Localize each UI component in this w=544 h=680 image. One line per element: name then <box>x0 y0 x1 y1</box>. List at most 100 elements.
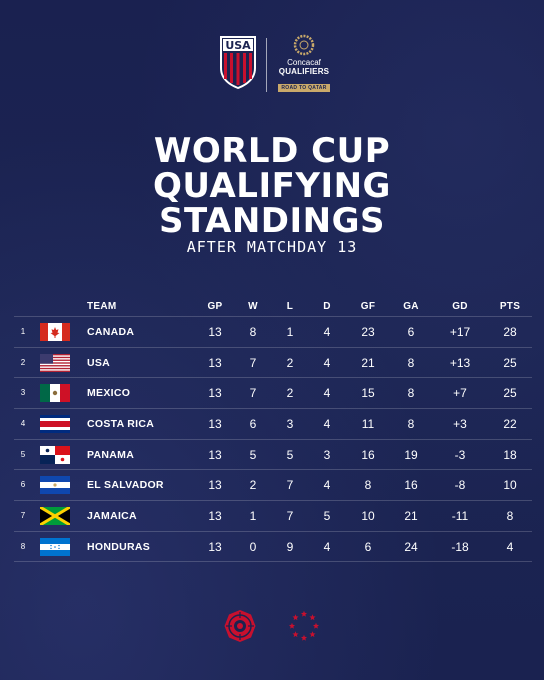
table-body: 1 CANADA 13 8 1 4 23 6 +17 28 2 USA 13 7 2 4 21 8 +13 25 3 ME… <box>14 316 532 562</box>
title-line-1: WORLD CUP <box>153 131 391 171</box>
wins-cell: 2 <box>249 478 257 493</box>
goals-for-cell: 11 <box>361 417 375 432</box>
wins-cell: 1 <box>249 509 257 524</box>
svg-text:USA: USA <box>225 39 251 52</box>
gp-cell: 13 <box>208 325 222 339</box>
column-header-gp: GP <box>207 301 223 312</box>
title-line-2: QUALIFYING <box>153 166 391 206</box>
goal-difference-cell: -18 <box>451 539 469 554</box>
goals-against-cell: 19 <box>404 447 418 462</box>
page-title: WORLD CUP QUALIFYING STANDINGS <box>0 134 544 239</box>
draws-cell: 4 <box>323 325 331 339</box>
wins-cell: 5 <box>249 447 257 462</box>
table-row: 3 MEXICO 13 7 2 4 15 8 +7 25 <box>14 377 532 408</box>
wins-cell: 0 <box>249 539 257 554</box>
goals-against-cell: 8 <box>407 417 415 432</box>
gp-cell: 13 <box>208 509 222 524</box>
wins-cell: 7 <box>249 355 257 370</box>
star-icon <box>300 634 308 641</box>
points-cell: 18 <box>503 447 517 462</box>
rank-cell: 4 <box>20 419 26 429</box>
losses-cell: 1 <box>286 325 294 339</box>
gp-cell: 13 <box>208 447 222 462</box>
ussf-badge-icon <box>224 610 256 642</box>
rank-cell: 8 <box>20 541 26 551</box>
gp-cell: 13 <box>208 478 222 493</box>
losses-cell: 7 <box>286 478 294 493</box>
logo-divider <box>266 38 267 92</box>
goals-for-cell: 8 <box>364 478 372 493</box>
footer-logos <box>0 608 544 648</box>
goals-for-cell: 16 <box>361 447 375 462</box>
goals-for-cell: 21 <box>361 355 375 370</box>
team-name-cell: COSTA RICA <box>87 418 155 431</box>
rank-cell: 6 <box>20 480 26 490</box>
table-row: 2 USA 13 7 2 4 21 8 +13 25 <box>14 346 532 378</box>
team-name-cell: MEXICO <box>87 387 131 400</box>
column-header-w: W <box>248 301 258 312</box>
star-icon <box>300 610 308 617</box>
qualifiers-label: QUALIFIERS <box>278 67 330 76</box>
table-row: 4 COSTA RICA 13 6 3 4 11 8 +3 22 <box>14 408 532 439</box>
column-header-gf: GF <box>360 301 376 312</box>
losses-cell: 5 <box>286 447 294 462</box>
goals-for-cell: 6 <box>364 539 372 554</box>
draws-cell: 4 <box>323 417 331 432</box>
table-row: 7 JAMAICA 13 1 7 5 10 21 -11 8 <box>14 500 532 531</box>
goals-for-cell: 10 <box>361 509 375 524</box>
concacaf-qualifiers-logo: Concacaf QUALIFIERS ROAD TO QATAR <box>274 32 334 96</box>
team-name-cell: USA <box>87 356 111 369</box>
draws-cell: 4 <box>323 386 331 401</box>
column-header-l: L <box>286 301 294 312</box>
points-cell: 10 <box>503 478 517 493</box>
rank-cell: 7 <box>20 511 26 521</box>
losses-cell: 7 <box>286 509 294 524</box>
losses-cell: 9 <box>286 539 294 554</box>
goals-for-cell: 15 <box>361 386 375 401</box>
goal-difference-cell: -8 <box>454 478 466 493</box>
gp-cell: 13 <box>208 417 222 432</box>
draws-cell: 3 <box>323 447 331 462</box>
points-cell: 28 <box>503 325 517 339</box>
column-header-pts: PTS <box>499 301 521 312</box>
goal-difference-cell: +13 <box>449 355 471 370</box>
column-header-ga: GA <box>403 301 419 312</box>
star-ring-icon <box>288 610 320 641</box>
table-row: 1 CANADA 13 8 1 4 23 6 +17 28 <box>14 316 532 347</box>
rank-cell: 5 <box>20 449 26 459</box>
team-name-cell: HONDURAS <box>87 540 151 553</box>
goal-difference-cell: -3 <box>454 447 466 462</box>
losses-cell: 2 <box>286 386 294 401</box>
rank-cell: 2 <box>20 357 26 367</box>
goal-difference-cell: -11 <box>451 509 469 524</box>
draws-cell: 4 <box>323 478 331 493</box>
wins-cell: 8 <box>249 325 257 339</box>
team-name-cell: JAMAICA <box>87 510 137 523</box>
table-row: 5 PANAMA 13 5 5 3 16 19 -3 18 <box>14 438 532 470</box>
star-icon <box>312 622 320 629</box>
table-header: TEAM GP W L D GF GA GD PTS <box>14 298 532 316</box>
points-cell: 4 <box>506 539 514 554</box>
goal-difference-cell: +7 <box>453 386 467 401</box>
star-icon <box>309 631 316 638</box>
concacaf-ring-icon <box>293 34 315 56</box>
page-subtitle: AFTER MATCHDAY 13 <box>186 238 358 256</box>
header-logos: USA Concacaf QUALIFIERS ROAD TO QATAR <box>0 32 544 94</box>
star-icon <box>292 614 299 621</box>
star-icon <box>288 622 296 629</box>
goals-against-cell: 8 <box>407 355 415 370</box>
draws-cell: 5 <box>323 509 331 524</box>
rank-cell: 1 <box>20 327 26 336</box>
table-row: 6 EL SALVADOR 13 2 7 4 8 16 -8 10 <box>14 469 532 500</box>
column-header-team: TEAM <box>87 301 117 312</box>
concacaf-label: Concacaf <box>287 58 321 67</box>
points-cell: 25 <box>503 355 517 370</box>
column-header-gd: GD <box>452 301 468 312</box>
goals-against-cell: 16 <box>404 478 418 493</box>
draws-cell: 4 <box>323 539 331 554</box>
gp-cell: 13 <box>208 355 222 370</box>
team-name-cell: CANADA <box>87 326 135 338</box>
usa-crest-logo: USA <box>220 36 256 89</box>
column-header-d: D <box>323 301 331 312</box>
